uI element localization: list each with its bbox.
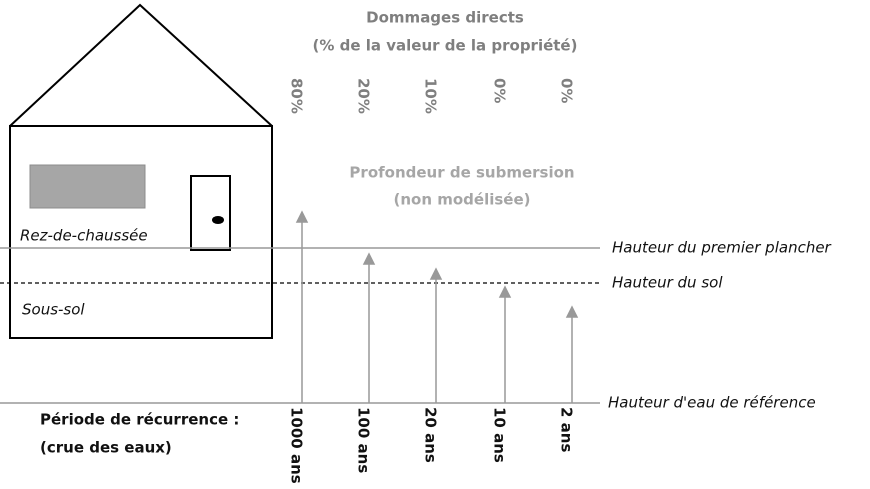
door — [191, 176, 230, 250]
roof — [10, 5, 272, 126]
return-period: 1000 ans — [288, 407, 306, 484]
diagram: Dommages directs (% de la valeur de la p… — [0, 0, 870, 489]
return-period: 100 ans — [355, 407, 373, 473]
return-period: 2 ans — [558, 407, 576, 452]
door-knob — [212, 216, 224, 224]
return-period: 10 ans — [491, 407, 509, 463]
level-label: Hauteur du sol — [612, 274, 723, 292]
level-label: Hauteur d'eau de référence — [608, 394, 816, 412]
depth-title: Profondeur de submersion — [349, 164, 574, 182]
return-period-label: Période de récurrence : — [40, 411, 239, 429]
damage-label: 20% — [355, 78, 373, 114]
window — [30, 165, 145, 208]
return-period: 20 ans — [422, 407, 440, 463]
ground-floor-label: Rez-de-chaussée — [20, 227, 148, 245]
basement-label: Sous-sol — [22, 301, 85, 319]
level-label: Hauteur du premier plancher — [612, 239, 832, 257]
damage-label: 0% — [558, 78, 576, 103]
arrow-head — [297, 212, 307, 222]
subtitle: (% de la valeur de la propriété) — [313, 37, 578, 55]
damage-label: 10% — [422, 78, 440, 114]
return-period-sublabel: (crue des eaux) — [40, 439, 172, 457]
arrow-head — [500, 287, 510, 297]
depth-arrows — [297, 212, 577, 403]
arrow-head — [431, 269, 441, 279]
depth-subtitle: (non modélisée) — [394, 191, 531, 209]
arrow-head — [567, 307, 577, 317]
title: Dommages directs — [366, 9, 524, 27]
arrow-head — [364, 254, 374, 264]
damage-label: 0% — [491, 78, 509, 103]
damage-label: 80% — [288, 78, 306, 114]
